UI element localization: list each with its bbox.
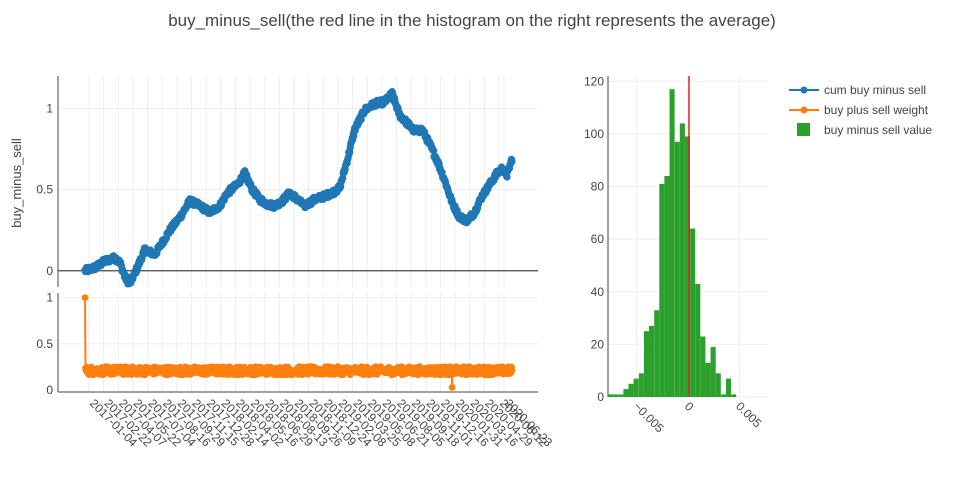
histogram-bar <box>679 123 685 398</box>
legend-swatch-marker <box>800 86 808 94</box>
date-x-ticks: 2017-01-042017-02-222017-04-072017-05-22… <box>87 396 556 450</box>
histogram-bar <box>710 347 716 397</box>
y-tick-label: 1 <box>46 291 53 305</box>
y-tick-label: 120 <box>584 74 604 88</box>
legend-swatch-marker <box>800 106 808 114</box>
y-tick-label: 20 <box>591 337 605 351</box>
histogram-bar <box>720 394 726 397</box>
data-point <box>357 116 365 124</box>
histogram-bar <box>664 176 670 397</box>
histogram-bar <box>628 383 634 397</box>
legend-label: buy plus sell weight <box>824 103 929 117</box>
histogram-bar <box>623 389 629 397</box>
histogram-bar <box>638 373 644 397</box>
panel-histogram: 0 20 40 60 80 100 120 −0.005 0 0.005 <box>584 74 768 436</box>
chart-title: buy_minus_sell(the red line in the histo… <box>168 11 776 30</box>
y-tick-label: 100 <box>584 127 604 141</box>
legend-label: cum buy minus sell <box>824 83 926 97</box>
histogram-bar <box>654 310 660 397</box>
histogram-bar <box>731 394 737 397</box>
histogram-bar <box>674 141 680 397</box>
y-tick-label: 0 <box>46 264 53 278</box>
x-tick-label: 0.005 <box>733 399 764 430</box>
y-tick-label: 0.5 <box>36 183 53 197</box>
histogram-bar <box>669 89 675 397</box>
histogram-bar <box>618 394 624 397</box>
y-tick-label: 0 <box>46 383 53 397</box>
histogram-bar <box>700 336 706 397</box>
histogram-bar <box>695 283 701 397</box>
y-axis-label: buy_minus_sell <box>9 138 24 228</box>
histogram-bars <box>608 89 737 398</box>
legend-item-buy-minus-sell-value[interactable]: buy minus sell value <box>797 123 932 137</box>
y-tick-label: 60 <box>591 232 605 246</box>
legend-item-cum-buy-minus-sell[interactable]: cum buy minus sell <box>789 83 926 97</box>
x-tick-label: 0 <box>682 399 697 414</box>
panel1-grid <box>57 76 538 287</box>
data-point <box>448 384 456 391</box>
histogram-bar <box>705 362 711 397</box>
data-point <box>503 173 511 181</box>
panel2-y-ticks: 00.51 <box>36 291 53 398</box>
cum-buy-minus-sell-points <box>81 88 516 288</box>
histogram-bar <box>690 228 696 397</box>
data-point <box>508 157 516 166</box>
x-tick-label: −0.005 <box>631 399 667 435</box>
histogram-x-ticks: −0.005 0 0.005 <box>631 399 765 435</box>
legend-item-buy-plus-sell-weight[interactable]: buy plus sell weight <box>789 103 929 117</box>
y-tick-label: 0 <box>597 390 604 404</box>
histogram-bar <box>608 394 614 397</box>
legend-label: buy minus sell value <box>824 123 932 137</box>
histogram-bar <box>684 136 690 397</box>
histogram-y-ticks: 0 20 40 60 80 100 120 <box>584 74 604 404</box>
legend-swatch-bar <box>797 123 810 136</box>
histogram-bar <box>613 394 619 397</box>
data-point <box>81 294 89 301</box>
data-point <box>508 367 516 374</box>
histogram-bar <box>643 331 649 397</box>
y-tick-label: 1 <box>46 101 53 115</box>
histogram-bar <box>659 183 665 397</box>
y-tick-label: 40 <box>591 285 605 299</box>
data-point <box>430 147 438 155</box>
data-point <box>337 183 345 191</box>
buy-plus-sell-weight-points <box>81 294 516 391</box>
histogram-bar <box>633 378 639 397</box>
histogram-bar <box>649 326 655 397</box>
y-tick-label: 80 <box>591 180 605 194</box>
panel1-y-ticks: 00.51 <box>36 101 53 277</box>
y-tick-label: 0.5 <box>36 337 53 351</box>
legend: cum buy minus sell buy plus sell weight … <box>789 83 932 137</box>
panel2-grid <box>57 293 538 393</box>
panel-cum-buy-minus-sell: 00.51 buy_minus_sell <box>9 76 538 288</box>
panel-buy-plus-sell-weight: 00.51 2017-01-042017-02-222017-04-072017… <box>36 291 555 450</box>
histogram-bar <box>725 378 731 397</box>
histogram-bar <box>715 373 721 397</box>
